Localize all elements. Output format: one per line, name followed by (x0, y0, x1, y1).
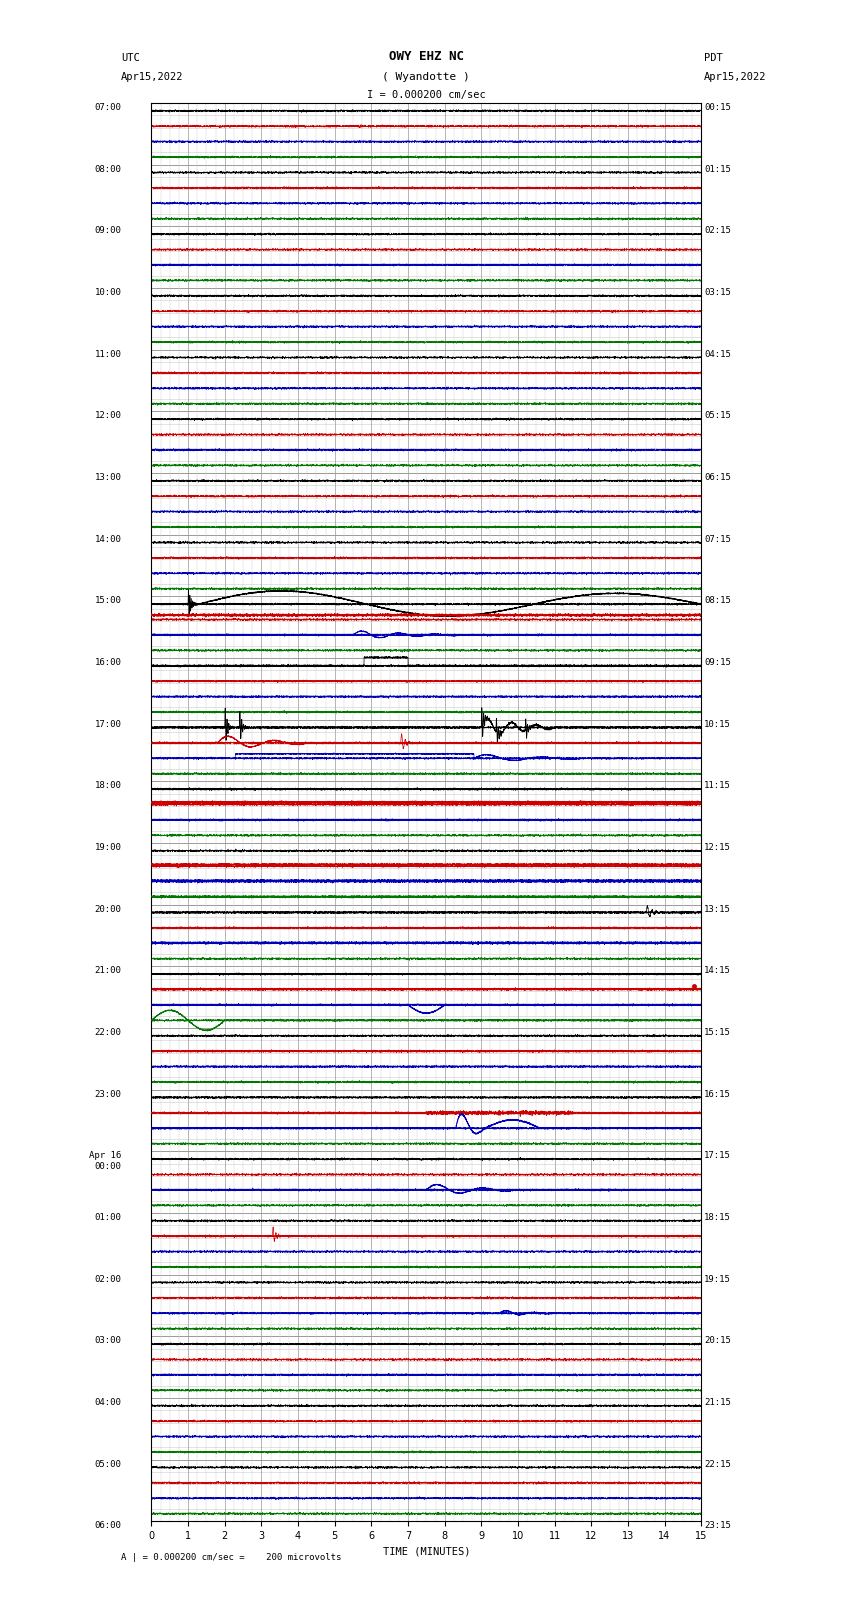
Text: UTC: UTC (122, 53, 140, 63)
Text: 17:15: 17:15 (704, 1152, 731, 1160)
Text: 07:00: 07:00 (94, 103, 122, 111)
Text: OWY EHZ NC: OWY EHZ NC (388, 50, 464, 63)
Text: I = 0.000200 cm/sec: I = 0.000200 cm/sec (367, 90, 485, 100)
Text: 18:00: 18:00 (94, 781, 122, 790)
Text: 22:15: 22:15 (704, 1460, 731, 1469)
Text: 03:00: 03:00 (94, 1336, 122, 1345)
Text: 18:15: 18:15 (704, 1213, 731, 1223)
Text: 12:00: 12:00 (94, 411, 122, 421)
Text: 12:15: 12:15 (704, 844, 731, 852)
Text: 04:00: 04:00 (94, 1398, 122, 1407)
Text: 19:00: 19:00 (94, 844, 122, 852)
Text: 16:00: 16:00 (94, 658, 122, 668)
Text: 22:00: 22:00 (94, 1027, 122, 1037)
Text: 06:15: 06:15 (704, 473, 731, 482)
Text: 05:00: 05:00 (94, 1460, 122, 1469)
Text: 10:00: 10:00 (94, 289, 122, 297)
Text: 08:00: 08:00 (94, 165, 122, 174)
Text: 21:00: 21:00 (94, 966, 122, 976)
Text: 13:15: 13:15 (704, 905, 731, 913)
Text: Apr 16
00:00: Apr 16 00:00 (89, 1152, 122, 1171)
Text: 00:15: 00:15 (704, 103, 731, 111)
Text: 14:00: 14:00 (94, 536, 122, 544)
Text: 06:00: 06:00 (94, 1521, 122, 1531)
Text: 15:15: 15:15 (704, 1027, 731, 1037)
Text: 20:15: 20:15 (704, 1336, 731, 1345)
Text: 21:15: 21:15 (704, 1398, 731, 1407)
Text: 11:15: 11:15 (704, 781, 731, 790)
Text: ( Wyandotte ): ( Wyandotte ) (382, 73, 470, 82)
Text: 04:15: 04:15 (704, 350, 731, 358)
Text: 14:15: 14:15 (704, 966, 731, 976)
Text: 15:00: 15:00 (94, 597, 122, 605)
Text: 01:00: 01:00 (94, 1213, 122, 1223)
Text: 11:00: 11:00 (94, 350, 122, 358)
Text: 10:15: 10:15 (704, 719, 731, 729)
Text: 09:00: 09:00 (94, 226, 122, 235)
Text: 07:15: 07:15 (704, 536, 731, 544)
Text: Apr15,2022: Apr15,2022 (122, 73, 184, 82)
Text: Apr15,2022: Apr15,2022 (704, 73, 767, 82)
Text: 16:15: 16:15 (704, 1090, 731, 1098)
Text: 20:00: 20:00 (94, 905, 122, 913)
Text: 19:15: 19:15 (704, 1274, 731, 1284)
Text: A | = 0.000200 cm/sec =    200 microvolts: A | = 0.000200 cm/sec = 200 microvolts (122, 1553, 342, 1561)
X-axis label: TIME (MINUTES): TIME (MINUTES) (382, 1547, 470, 1557)
Text: 13:00: 13:00 (94, 473, 122, 482)
Text: 23:00: 23:00 (94, 1090, 122, 1098)
Text: 03:15: 03:15 (704, 289, 731, 297)
Text: 09:15: 09:15 (704, 658, 731, 668)
Text: 01:15: 01:15 (704, 165, 731, 174)
Text: 02:15: 02:15 (704, 226, 731, 235)
Text: 17:00: 17:00 (94, 719, 122, 729)
Text: PDT: PDT (704, 53, 722, 63)
Text: 08:15: 08:15 (704, 597, 731, 605)
Text: 02:00: 02:00 (94, 1274, 122, 1284)
Text: 05:15: 05:15 (704, 411, 731, 421)
Text: 23:15: 23:15 (704, 1521, 731, 1531)
